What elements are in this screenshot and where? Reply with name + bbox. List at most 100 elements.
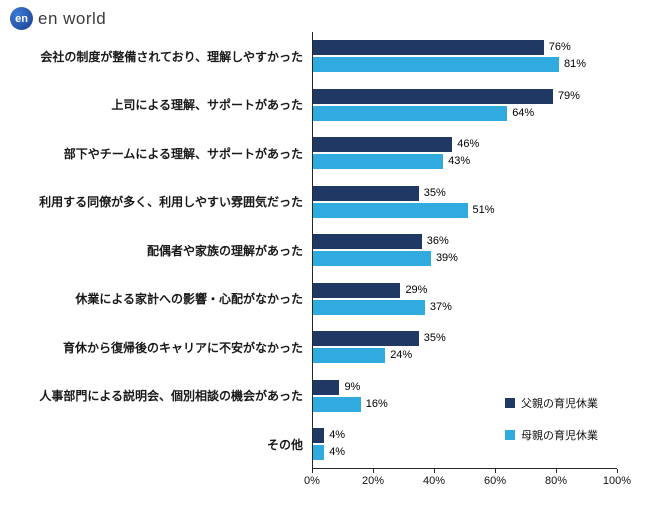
category-label: 会社の制度が整備されており、理解しやすかった (40, 49, 303, 64)
category-label: 人事部門による説明会、個別相談の機会があった (39, 389, 303, 404)
value-label: 37% (429, 300, 452, 313)
bar-group: 29% 37% (312, 275, 617, 324)
bar-group: 76% 81% (312, 32, 617, 81)
bar-group: 9% 16% (312, 372, 617, 421)
legend-swatch-icon (505, 398, 515, 408)
category-label: その他 (266, 437, 303, 452)
bar-mother (312, 396, 361, 412)
bar-mother (312, 348, 386, 363)
bar-mother (312, 57, 560, 72)
category-label: 部下やチームによる理解、サポートがあった (63, 146, 303, 161)
bar-father (312, 234, 422, 249)
bar-father (312, 379, 340, 395)
bar-row-father: 76% (312, 40, 617, 55)
legend-item-father: 父親の育児休業 (505, 395, 598, 411)
x-tick-label: 100% (602, 474, 632, 487)
bar-mother (312, 299, 425, 315)
bar-row-father: 36% (312, 234, 617, 249)
bar-row-father: 29% (312, 282, 617, 298)
value-label: 16% (365, 397, 388, 410)
legend-label: 母親の育児休業 (521, 430, 598, 442)
category-label: 利用する同僚が多く、利用しやすい雰囲気だった (39, 195, 303, 210)
value-label: 36% (426, 235, 449, 247)
y-axis-line (312, 32, 313, 469)
bar-father (312, 185, 419, 201)
x-tickmark (434, 468, 435, 473)
bar-group: 35% 24% (312, 323, 617, 372)
bar-row-father: 35% (312, 331, 617, 346)
value-label: 24% (390, 349, 413, 361)
value-label: 9% (344, 380, 361, 393)
logo-text: en world (38, 8, 107, 28)
bar-group: 4% 4% (312, 420, 617, 469)
bar-group: 35% 51% (312, 178, 617, 227)
bar-mother (312, 202, 468, 218)
bar-father (312, 137, 453, 152)
bar-row-father: 9% (312, 379, 617, 395)
bar-mother (312, 251, 431, 266)
x-axis-tick-labels: 0% 20% 40% 60% 80% 100% (304, 474, 631, 490)
bar-row-father: 46% (312, 137, 617, 152)
value-label: 4% (329, 446, 346, 458)
legend-item-mother: 母親の育児休業 (505, 427, 598, 443)
category-label: 休業による家計への影響・心配がなかった (75, 292, 303, 307)
bar-row-mother: 37% (312, 299, 617, 315)
bar-row-father: 35% (312, 185, 617, 201)
bar-father (312, 331, 419, 346)
value-label: 4% (329, 429, 346, 441)
bar-row-mother: 4% (312, 445, 617, 460)
category-label: 上司による理解、サポートがあった (111, 98, 303, 113)
bar-father (312, 40, 544, 55)
bar-row-father: 4% (312, 428, 617, 443)
value-label: 46% (457, 138, 480, 150)
value-label: 64% (512, 106, 535, 119)
legend-swatch-icon (505, 430, 515, 440)
x-tick-label: 0% (304, 474, 320, 487)
value-label: 29% (405, 283, 428, 296)
bar-mother (312, 105, 508, 121)
value-label: 39% (435, 252, 458, 264)
bar-row-mother: 16% (312, 396, 617, 412)
value-label: 81% (564, 58, 587, 70)
value-label: 79% (557, 89, 580, 102)
bar-group: 36% 39% (312, 226, 617, 275)
x-axis-tickmarks (312, 468, 618, 473)
plot-area: 76% 81% 79% 64% 46% 43% 35% 51% 36% 39% 29% 37% 35% 2… (312, 32, 617, 469)
legend: 父親の育児休業 母親の育児休業 (505, 395, 598, 443)
x-tickmark (617, 468, 618, 473)
bar-row-mother: 81% (312, 57, 617, 72)
plot-wrap: 76% 81% 79% 64% 46% 43% 35% 51% 36% 39% 29% 37% 35% 2… (304, 32, 631, 490)
value-label: 35% (423, 332, 446, 344)
bar-group: 46% 43% (312, 129, 617, 178)
x-tick-label: 80% (544, 474, 568, 487)
en-world-logo-icon: en (10, 7, 33, 30)
en-world-logo: en en world (10, 7, 106, 30)
category-labels-column: 会社の制度が整備されており、理解しやすかった上司による理解、サポートがあった部下… (12, 32, 312, 490)
value-label: 35% (423, 186, 446, 199)
bar-mother (312, 154, 444, 169)
legend-label: 父親の育児休業 (521, 398, 598, 410)
value-label: 51% (472, 203, 495, 216)
x-axis-line (312, 467, 617, 469)
bar-mother (312, 445, 325, 460)
bar-row-mother: 39% (312, 251, 617, 266)
bar-row-mother: 43% (312, 154, 617, 169)
bar-row-mother: 24% (312, 348, 617, 363)
bar-father (312, 428, 325, 443)
category-label: 配偶者や家族の理解があった (146, 243, 303, 258)
bar-father (312, 88, 553, 104)
bar-father (312, 282, 401, 298)
bar-row-mother: 51% (312, 202, 617, 218)
bar-group: 79% 64% (312, 81, 617, 130)
bar-row-mother: 64% (312, 105, 617, 121)
value-label: 43% (448, 155, 471, 167)
grouped-bar-chart: 会社の制度が整備されており、理解しやすかった上司による理解、サポートがあった部下… (12, 32, 631, 490)
value-label: 76% (548, 41, 571, 53)
x-tick-label: 40% (422, 474, 446, 487)
x-tick-label: 20% (361, 474, 385, 487)
x-tickmark (556, 468, 557, 473)
x-tick-label: 60% (483, 474, 507, 487)
x-tickmark (373, 468, 374, 473)
x-tickmark (495, 468, 496, 473)
